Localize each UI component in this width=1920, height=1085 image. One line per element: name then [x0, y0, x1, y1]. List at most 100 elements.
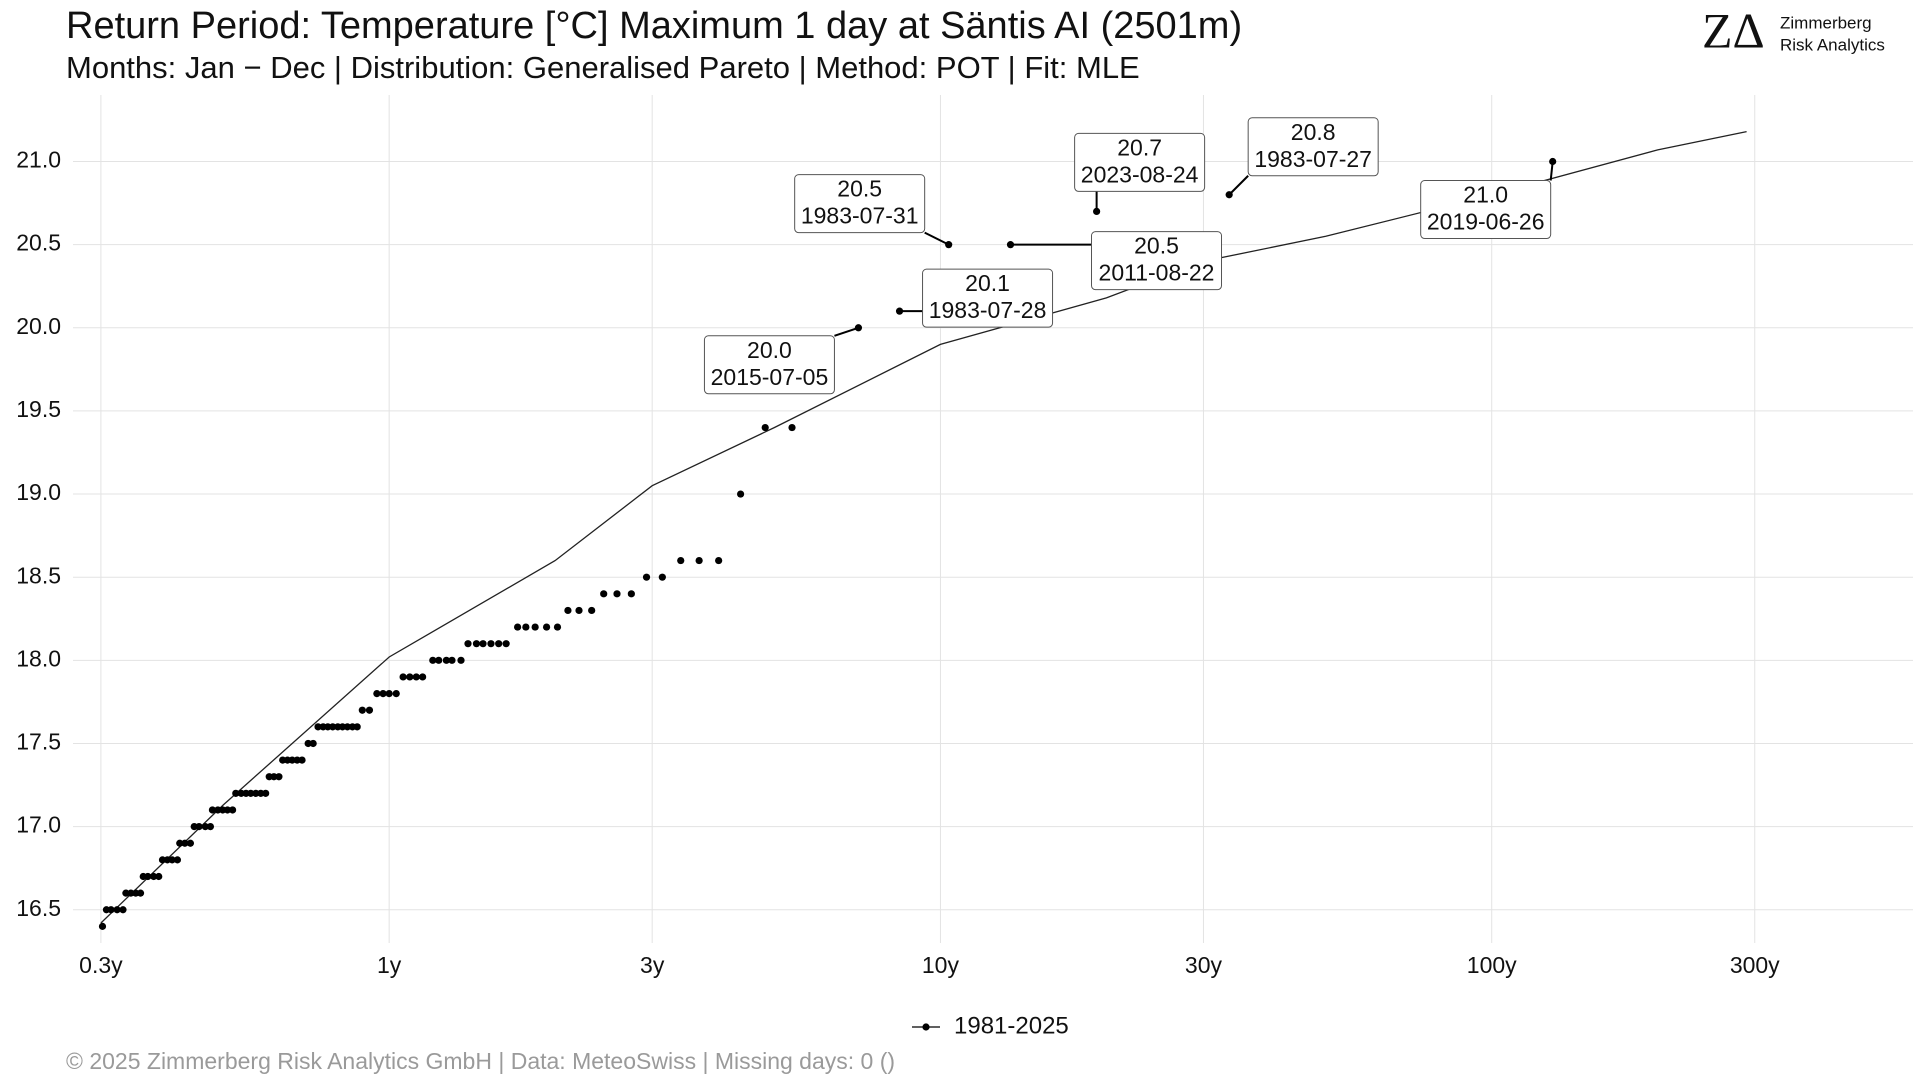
data-point [144, 872, 152, 881]
data-point [479, 640, 487, 648]
data-point [788, 423, 796, 432]
data-point [472, 640, 481, 648]
data-point [98, 922, 107, 930]
data-point [195, 823, 203, 831]
data-point [1549, 157, 1557, 166]
data-point [358, 706, 366, 714]
x-tick-label: 10y [922, 952, 960, 978]
data-point [186, 839, 195, 847]
annotation-date: 2023-08-24 [1081, 161, 1199, 187]
data-point [419, 673, 427, 681]
data-point [223, 806, 232, 814]
data-point [429, 656, 437, 664]
data-point [406, 673, 414, 681]
y-tick-label: 18.5 [16, 562, 61, 588]
data-point [208, 806, 217, 814]
y-tick-label: 18.0 [16, 645, 61, 671]
data-point [487, 640, 495, 648]
annotation-value: 20.7 [1117, 134, 1162, 160]
data-point [176, 839, 184, 847]
data-point [309, 739, 317, 748]
annotation-value: 21.0 [1463, 182, 1508, 208]
x-tick-label: 100y [1467, 952, 1517, 978]
data-point [736, 490, 745, 498]
data-point [270, 773, 278, 781]
footer: © 2025 Zimmerberg Risk Analytics GmbH | … [66, 1048, 895, 1074]
y-tick-label: 19.0 [16, 479, 61, 505]
data-point [353, 723, 361, 731]
data-point [173, 856, 182, 864]
annotation-date: 2019-06-26 [1427, 209, 1545, 235]
annotation-date: 1983-07-27 [1254, 146, 1372, 172]
data-point [252, 789, 260, 797]
fit-line [100, 130, 1747, 924]
data-point [600, 590, 608, 598]
data-point [514, 623, 522, 631]
data-point [373, 689, 381, 698]
x-tick-label: 3y [640, 952, 665, 978]
logo-line1: Zimmerberg [1780, 13, 1872, 32]
data-point [457, 656, 465, 664]
data-point [495, 640, 503, 648]
chart-subtitle: Months: Jan − Dec | Distribution: Genera… [66, 50, 1140, 85]
annotation-value: 20.0 [747, 337, 792, 363]
data-point [385, 689, 393, 698]
annotation-leader [834, 326, 859, 337]
data-point [288, 756, 296, 764]
annotation-box [922, 268, 1054, 328]
data-point [613, 590, 621, 598]
data-point [136, 889, 145, 897]
data-point [442, 656, 450, 664]
data-point [627, 590, 635, 598]
data-point [715, 556, 723, 565]
data-point [150, 872, 158, 881]
data-point [247, 789, 255, 797]
y-tick-label: 17.5 [16, 729, 61, 755]
data-point [119, 906, 127, 914]
data-point [531, 623, 539, 631]
data-point [379, 689, 387, 698]
logo-mark: ZΔ [1702, 2, 1765, 58]
data-point [298, 756, 306, 764]
data-point [343, 723, 352, 731]
annotation-date: 1983-07-31 [801, 203, 919, 229]
data-point [588, 606, 596, 615]
data-point [314, 723, 322, 731]
annotation-value: 20.5 [1134, 233, 1179, 259]
data-point [677, 556, 685, 565]
data-point [412, 673, 420, 681]
annotation-date: 1983-07-28 [929, 297, 1047, 323]
y-tick-label: 21.0 [16, 147, 61, 173]
grid [73, 95, 1913, 943]
data-point [262, 789, 270, 797]
data-point [399, 673, 407, 681]
chart-title: Return Period: Temperature [°C] Maximum … [66, 5, 1242, 47]
annotation-value: 20.8 [1291, 119, 1336, 145]
data-point [201, 823, 209, 831]
x-tick-label: 0.3y [79, 952, 123, 978]
y-tick-label: 20.5 [16, 230, 61, 256]
data-point [642, 573, 651, 581]
annotation-box [1091, 231, 1223, 291]
legend-label: 1981-2025 [954, 1012, 1069, 1039]
data-point [206, 823, 215, 831]
data-point [181, 839, 189, 847]
data-point [122, 889, 130, 897]
data-point [761, 423, 769, 432]
y-tick-label: 16.5 [16, 895, 61, 921]
annotation-leader [1549, 161, 1554, 181]
data-point [448, 656, 456, 664]
data-point [502, 640, 510, 648]
annotation-box [794, 174, 926, 234]
data-point [564, 606, 572, 615]
annotation-box [1247, 117, 1379, 177]
data-point [522, 623, 530, 631]
data-point [365, 706, 374, 714]
data-point [658, 573, 666, 581]
annotation-date: 2011-08-22 [1099, 260, 1215, 286]
